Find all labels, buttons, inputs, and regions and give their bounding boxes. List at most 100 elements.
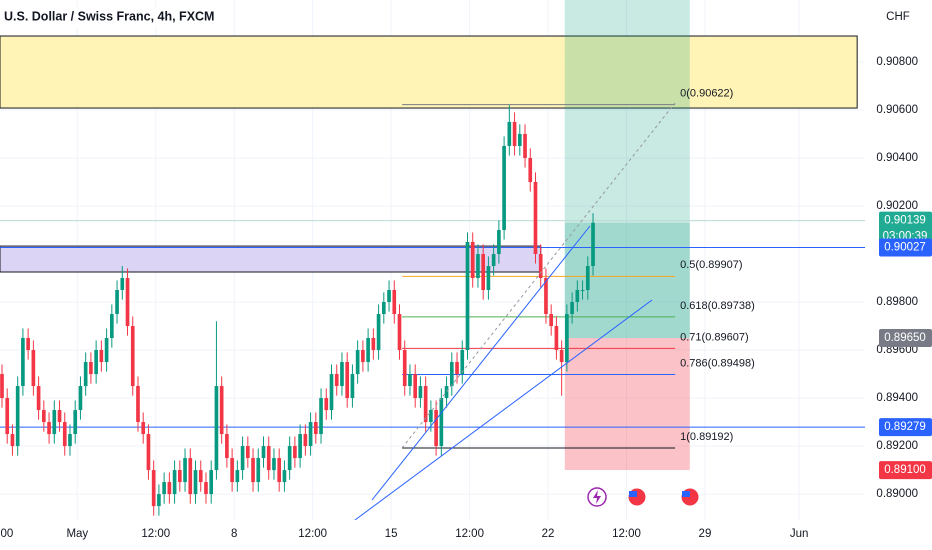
candle-body xyxy=(429,410,433,423)
candle-body xyxy=(172,470,177,495)
candle-body xyxy=(235,470,240,483)
candle-body xyxy=(151,470,156,507)
fib-label: 0.71(0.89607) xyxy=(680,331,749,343)
candle-body xyxy=(198,470,203,483)
plot-area: 0(0.90622) 0.5(0.89907) 0.618(0.89738) 0.71… xyxy=(0,0,865,520)
candle-body xyxy=(136,386,140,423)
y-tick-label: 0.90200 xyxy=(876,200,918,212)
candle-body xyxy=(481,253,486,291)
candle-body xyxy=(266,446,271,471)
candle-body xyxy=(381,302,386,315)
candle-body xyxy=(397,314,402,351)
candle-body xyxy=(392,290,397,315)
candle-body xyxy=(120,278,125,291)
price-tag xyxy=(879,211,932,246)
chart-title: U.S. Dollar / Swiss Franc, 4h, FXCM xyxy=(4,9,214,23)
candle-body xyxy=(476,253,480,279)
candle-body xyxy=(308,422,313,447)
y-tick-label: 0.89600 xyxy=(876,344,918,356)
fib-trend xyxy=(401,102,676,449)
candle-body xyxy=(340,362,344,387)
candle-body xyxy=(298,434,302,459)
price-axis xyxy=(865,0,932,550)
candle-body xyxy=(62,422,67,447)
fib-label: 0.5(0.89907) xyxy=(680,259,742,271)
candle-body xyxy=(125,278,130,327)
candle-body xyxy=(303,434,308,447)
candle-body xyxy=(36,386,41,411)
price-tag xyxy=(879,418,932,437)
candle-body xyxy=(183,458,187,483)
candle-body xyxy=(193,470,198,495)
candle-body xyxy=(434,410,438,447)
candle-body xyxy=(449,362,454,387)
x-tick-label: 12:00 xyxy=(141,528,170,540)
title-bg xyxy=(0,7,172,27)
candle-body xyxy=(549,314,554,327)
x-tick-label: 12:00 xyxy=(298,528,327,540)
candle-body xyxy=(544,278,548,315)
candle-body xyxy=(83,362,88,387)
candle-body xyxy=(167,482,172,495)
y-tick-label: 0.89400 xyxy=(876,392,918,404)
candle-body xyxy=(41,410,46,423)
candle-body xyxy=(580,290,585,292)
candle-body xyxy=(533,181,538,254)
candle-body xyxy=(565,314,569,363)
profit-zone xyxy=(564,0,690,339)
y-tick-label: 0.90800 xyxy=(876,56,918,68)
candle-body xyxy=(444,386,449,399)
candle-body xyxy=(52,410,57,435)
y-tick-label: 0.90600 xyxy=(876,104,918,116)
x-tick-label: 22 xyxy=(542,528,555,540)
drawings xyxy=(354,102,700,521)
candle-body xyxy=(366,338,370,363)
candle-body xyxy=(57,410,62,423)
candle-body xyxy=(423,386,428,423)
flag-canton xyxy=(682,491,690,497)
x-tick-label: Jun xyxy=(790,528,809,540)
fib-label: 0(0.90622) xyxy=(680,88,733,100)
price-tag-label: 0.89279 xyxy=(884,421,926,433)
fib-label: 0.618(0.89738) xyxy=(680,300,755,312)
candle-body xyxy=(230,458,234,483)
price-tag-label: 0.90139 xyxy=(884,215,926,227)
candle-body xyxy=(245,446,250,459)
candle-body xyxy=(402,350,407,387)
candle-body xyxy=(465,241,470,351)
zone xyxy=(0,35,858,109)
candle-body xyxy=(413,374,418,399)
candle-body xyxy=(47,422,51,435)
candle-body xyxy=(26,338,30,351)
candle-body xyxy=(89,362,93,375)
x-tick-label: 15 xyxy=(385,528,398,540)
candle-body xyxy=(240,446,245,471)
candle-body xyxy=(559,350,564,363)
profit-filled xyxy=(564,222,690,339)
candle-body xyxy=(470,241,475,279)
candle-body xyxy=(209,470,214,495)
y-tick-label: 0.89800 xyxy=(876,296,918,308)
candle-body xyxy=(334,374,339,387)
candle-body xyxy=(528,157,533,182)
candle-body xyxy=(109,314,114,339)
candle-body xyxy=(324,398,329,411)
candle-body xyxy=(251,458,255,483)
candle-body xyxy=(517,133,522,146)
candle-body xyxy=(507,121,512,146)
candle-body xyxy=(177,470,182,483)
loss-zone xyxy=(564,338,690,471)
candle-body xyxy=(287,446,292,471)
candle-body xyxy=(575,290,580,303)
price-tag xyxy=(879,238,932,257)
candle-body xyxy=(361,350,365,363)
x-tick-label: 8 xyxy=(231,528,237,540)
candle-body xyxy=(115,290,119,315)
candle-body xyxy=(455,362,459,375)
fib-label: 0.786(0.89498) xyxy=(680,357,755,369)
candle-body xyxy=(376,314,381,351)
candle-body xyxy=(538,253,543,279)
candle-body xyxy=(313,422,318,435)
trend-line xyxy=(354,299,653,521)
